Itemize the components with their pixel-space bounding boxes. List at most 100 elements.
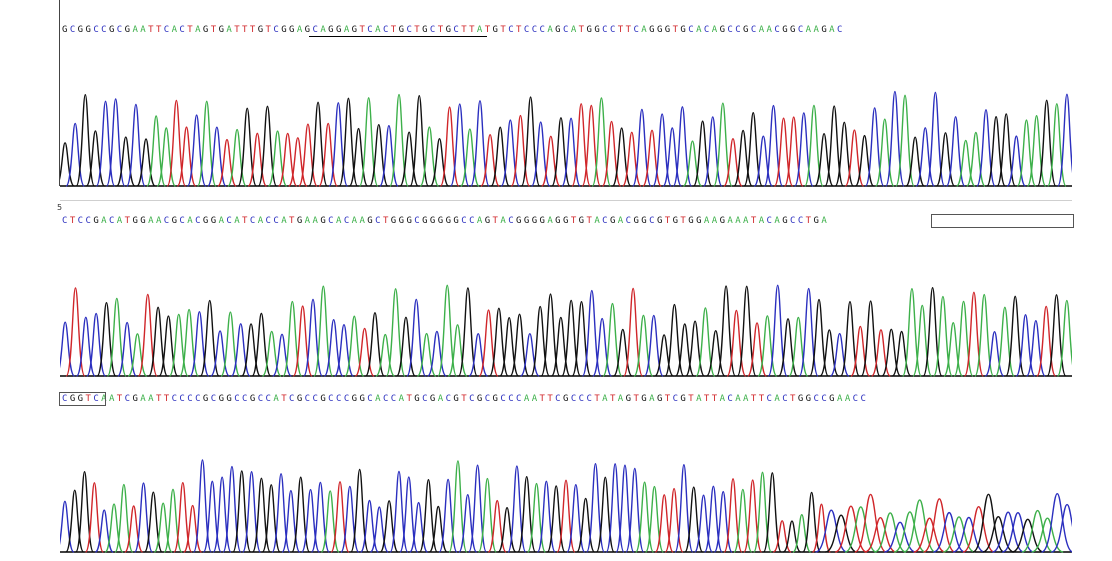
base-call: T xyxy=(437,25,446,35)
trace-peak-C xyxy=(915,127,936,187)
base-call: T xyxy=(750,394,759,404)
trace-peak-A xyxy=(893,511,926,553)
base-call: G xyxy=(296,216,305,226)
trace-peak-G xyxy=(802,491,822,553)
base-call: A xyxy=(195,25,203,35)
trace-peak-A xyxy=(1031,517,1064,553)
chromatogram-panel-3: CGGTCAATCGAATTCCCCGCGGCCGCCATCGCCGCCCGGC… xyxy=(0,382,1112,561)
base-call: C xyxy=(539,25,548,35)
base-call: T xyxy=(359,25,368,35)
trace-peak-G xyxy=(418,479,438,553)
base-call: C xyxy=(335,394,344,404)
trace-peak-A xyxy=(804,104,824,187)
highlight-box-region-2 xyxy=(59,392,106,406)
base-call: C xyxy=(813,394,822,404)
base-call: A xyxy=(398,394,407,404)
base-call: G xyxy=(829,394,837,404)
base-call: T xyxy=(664,394,673,404)
base-call: T xyxy=(289,216,297,226)
base-call: A xyxy=(148,394,156,404)
base-call: C xyxy=(860,394,869,404)
base-call: C xyxy=(563,25,571,35)
base-call: G xyxy=(790,25,798,35)
trace-peak-G xyxy=(350,468,370,553)
trace-peak-T xyxy=(623,287,644,377)
base-call: C xyxy=(578,394,587,404)
trace-peak-C xyxy=(409,501,429,553)
trace-peak-A xyxy=(460,128,480,187)
base-call: A xyxy=(735,216,744,226)
trace-peak-A xyxy=(966,131,986,187)
trace-peak-A xyxy=(448,460,468,553)
base-call: T xyxy=(148,25,156,35)
base-call: C xyxy=(609,25,618,35)
base-call: C xyxy=(500,394,509,404)
base-call: G xyxy=(93,216,102,226)
base-call: A xyxy=(696,394,704,404)
panel-2-tick-label: 5 xyxy=(57,203,63,212)
base-call: C xyxy=(649,216,657,226)
trace-peak-A xyxy=(1056,299,1072,377)
trace-peak-G xyxy=(860,300,881,377)
trace-peak-G xyxy=(743,112,764,187)
trace-peak-A xyxy=(788,316,809,377)
base-call: C xyxy=(257,394,266,404)
base-call: C xyxy=(469,216,477,226)
base-call: G xyxy=(437,216,446,226)
trace-peak-C xyxy=(105,98,126,187)
base-call: C xyxy=(766,394,775,404)
base-call: T xyxy=(594,394,603,404)
trace-peak-G xyxy=(809,298,829,377)
base-call: C xyxy=(163,25,172,35)
base-call: C xyxy=(367,394,376,404)
base-call: T xyxy=(539,394,548,404)
highlight-box-region-1 xyxy=(931,214,1074,228)
base-call: T xyxy=(85,394,94,404)
base-call: G xyxy=(202,25,211,35)
trace-plot-2 xyxy=(60,284,1072,377)
base-call: G xyxy=(398,216,407,226)
base-call: G xyxy=(210,216,219,226)
trace-peak-G xyxy=(736,285,757,377)
trace-peak-G xyxy=(497,507,517,553)
base-call: A xyxy=(594,216,603,226)
trace-peak-G xyxy=(854,134,875,187)
trace-peak-G xyxy=(705,329,726,377)
trace-peak-C xyxy=(632,108,652,187)
base-call: A xyxy=(743,394,751,404)
trace-peak-A xyxy=(358,97,379,187)
trace-peak-G xyxy=(716,285,737,377)
base-call: G xyxy=(140,216,149,226)
base-call: T xyxy=(516,25,524,35)
base-call: C xyxy=(453,25,462,35)
trace-peak-C xyxy=(271,473,291,553)
base-call: C xyxy=(406,25,415,35)
base-call: A xyxy=(132,25,141,35)
trace-plot-3 xyxy=(60,459,1072,553)
base-call: A xyxy=(116,216,125,226)
base-call: G xyxy=(719,216,728,226)
base-call: A xyxy=(343,25,352,35)
base-call: A xyxy=(476,216,485,226)
base-call: A xyxy=(844,394,853,404)
base-call: C xyxy=(790,216,798,226)
trace-peak-C xyxy=(992,511,1025,553)
base-call: G xyxy=(656,394,665,404)
base-call: C xyxy=(484,394,493,404)
trace-peak-G xyxy=(409,95,430,187)
base-call: T xyxy=(688,394,697,404)
base-call: T xyxy=(187,25,196,35)
base-call: G xyxy=(289,25,297,35)
base-call: C xyxy=(508,216,517,226)
base-call: C xyxy=(179,216,188,226)
base-call: C xyxy=(852,394,861,404)
trace-peak-G xyxy=(257,105,278,187)
trace-peak-G xyxy=(308,101,328,187)
base-call: T xyxy=(547,394,556,404)
trace-peak-G xyxy=(520,96,541,187)
base-call: G xyxy=(609,216,618,226)
base-call: A xyxy=(758,25,767,35)
trace-peak-G xyxy=(75,93,96,187)
trace-peak-G xyxy=(612,328,633,377)
base-call: G xyxy=(132,216,141,226)
